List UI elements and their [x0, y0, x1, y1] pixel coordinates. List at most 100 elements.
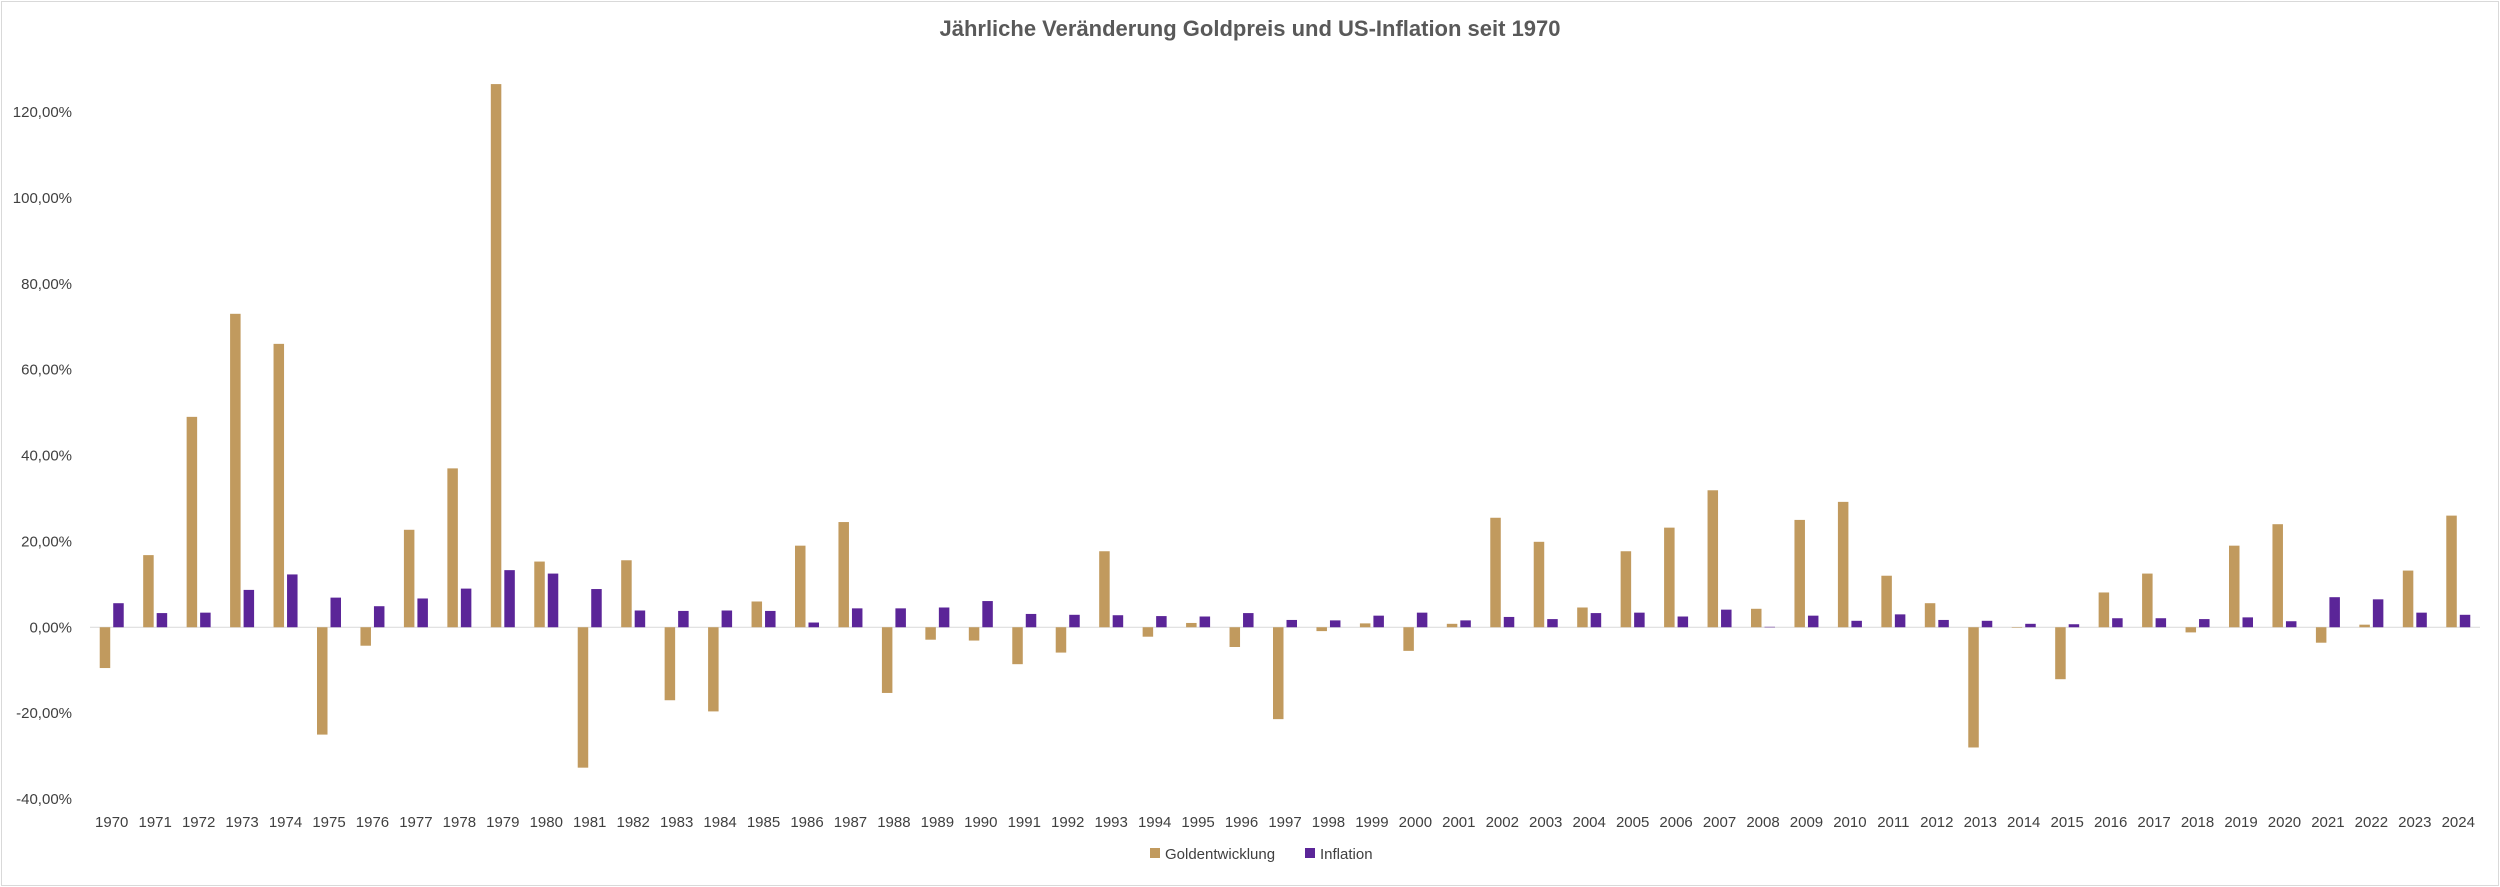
bar-inflation: [1503, 616, 1515, 628]
bar-goldentwicklung: [1794, 519, 1805, 628]
bar-goldentwicklung: [2402, 570, 2414, 628]
x-tick-label: 2011: [1877, 814, 1909, 831]
bar-goldentwicklung: [1924, 603, 1936, 628]
x-tick-label: 2020: [2268, 814, 2301, 831]
bar-inflation: [2112, 618, 2123, 628]
bar-goldentwicklung: [664, 627, 676, 701]
bar-goldentwicklung: [1273, 627, 1284, 720]
bar-goldentwicklung: [1577, 607, 1588, 628]
x-tick-label: 2006: [1659, 814, 1692, 831]
y-tick-label: 80,00%: [21, 276, 72, 293]
x-tick-label: 1991: [1008, 814, 1041, 831]
x-tick-label: 2018: [2181, 814, 2214, 831]
x-tick-label: 1992: [1051, 814, 1084, 831]
bar-inflation: [678, 610, 689, 628]
bar-inflation: [1329, 620, 1341, 628]
bar-inflation: [1938, 619, 1949, 628]
bar-inflation: [1112, 615, 1124, 628]
bar-inflation: [1721, 609, 1732, 628]
bar-inflation: [2199, 619, 2210, 628]
bar-inflation: [113, 603, 124, 628]
legend-label: Inflation: [1320, 846, 1373, 863]
bar-goldentwicklung: [751, 601, 763, 628]
bar-inflation: [2285, 621, 2297, 628]
bar-goldentwicklung: [968, 627, 980, 641]
x-tick-label: 2009: [1790, 814, 1823, 831]
bar-goldentwicklung: [1359, 623, 1371, 628]
bar-inflation: [808, 622, 819, 628]
bar-inflation: [1590, 613, 1602, 628]
x-tick-label: 1997: [1268, 814, 1301, 831]
x-tick-label: 1977: [399, 814, 432, 831]
x-tick-label: 1993: [1094, 814, 1127, 831]
bar-goldentwicklung: [925, 627, 936, 640]
bar-goldentwicklung: [2359, 624, 2370, 628]
bar-inflation: [1416, 612, 1428, 628]
bar-inflation: [1764, 626, 1775, 628]
x-axis: 1970 1971 1972 1973 1974 1975 1976 1977 1978 1979…: [95, 814, 2475, 831]
x-tick-label: 1970: [95, 814, 128, 831]
bar-inflation: [156, 613, 168, 628]
bar-goldentwicklung: [795, 545, 806, 628]
bar-goldentwicklung: [2185, 627, 2197, 633]
y-tick-label: 20,00%: [21, 533, 72, 550]
bar-goldentwicklung: [621, 560, 632, 628]
x-tick-label: 1981: [573, 814, 606, 831]
x-tick-label: 2003: [1529, 814, 1562, 831]
bar-inflation: [330, 597, 341, 628]
x-tick-label: 2002: [1486, 814, 1519, 831]
bar-inflation: [1025, 613, 1037, 628]
x-tick-label: 1979: [486, 814, 519, 831]
bar-goldentwicklung: [1707, 490, 1719, 628]
bar-goldentwicklung: [360, 627, 371, 646]
x-tick-label: 2008: [1746, 814, 1779, 831]
legend-label: Goldentwicklung: [1165, 846, 1275, 863]
x-tick-label: 1973: [225, 814, 258, 831]
bar-inflation: [1807, 615, 1819, 628]
x-tick-label: 1976: [356, 814, 389, 831]
x-tick-label: 2015: [2050, 814, 2083, 831]
bar-inflation: [634, 610, 646, 628]
x-tick-label: 1972: [182, 814, 215, 831]
bar-inflation: [2068, 624, 2080, 628]
bar-inflation: [243, 589, 255, 628]
x-tick-label: 1978: [443, 814, 476, 831]
y-tick-label: 40,00%: [21, 448, 72, 465]
bar-inflation: [1894, 614, 1906, 628]
bar-inflation: [287, 574, 298, 628]
bar-inflation: [2459, 614, 2471, 628]
bar-inflation: [373, 606, 385, 628]
x-tick-label: 2004: [1572, 814, 1605, 831]
bar-goldentwicklung: [1664, 527, 1675, 628]
bar-inflation: [1981, 620, 1993, 628]
bar-goldentwicklung: [577, 627, 589, 768]
x-tick-label: 1994: [1138, 814, 1171, 831]
bar-inflation: [2372, 599, 2384, 628]
x-tick-label: 1988: [877, 814, 910, 831]
chart-title: Jährliche Veränderung Goldpreis und US-I…: [939, 16, 1560, 41]
bar-goldentwicklung: [2011, 627, 2023, 628]
x-tick-label: 1987: [834, 814, 867, 831]
bar-goldentwicklung: [1055, 627, 1067, 653]
bar-goldentwicklung: [1229, 627, 1241, 648]
bar-goldentwicklung: [1881, 575, 1892, 628]
x-tick-label: 1989: [921, 814, 954, 831]
bar-inflation: [1851, 620, 1862, 628]
bar-goldentwicklung: [2229, 545, 2240, 628]
bar-goldentwicklung: [143, 555, 154, 628]
bar-goldentwicklung: [2315, 627, 2327, 643]
bar-goldentwicklung: [230, 313, 241, 628]
bar-goldentwicklung: [1968, 627, 1979, 748]
x-tick-label: 2014: [2007, 814, 2040, 831]
bar-inflation: [1460, 620, 1471, 628]
bar-goldentwicklung: [1490, 517, 1501, 628]
bar-goldentwicklung: [708, 627, 719, 712]
bar-goldentwicklung: [1837, 501, 1849, 628]
legend: Goldentwicklung Inflation: [1150, 846, 1373, 863]
bar-goldentwicklung: [1186, 622, 1197, 628]
x-tick-label: 1975: [312, 814, 345, 831]
bar-inflation: [2155, 618, 2167, 628]
bar-inflation: [200, 612, 211, 628]
